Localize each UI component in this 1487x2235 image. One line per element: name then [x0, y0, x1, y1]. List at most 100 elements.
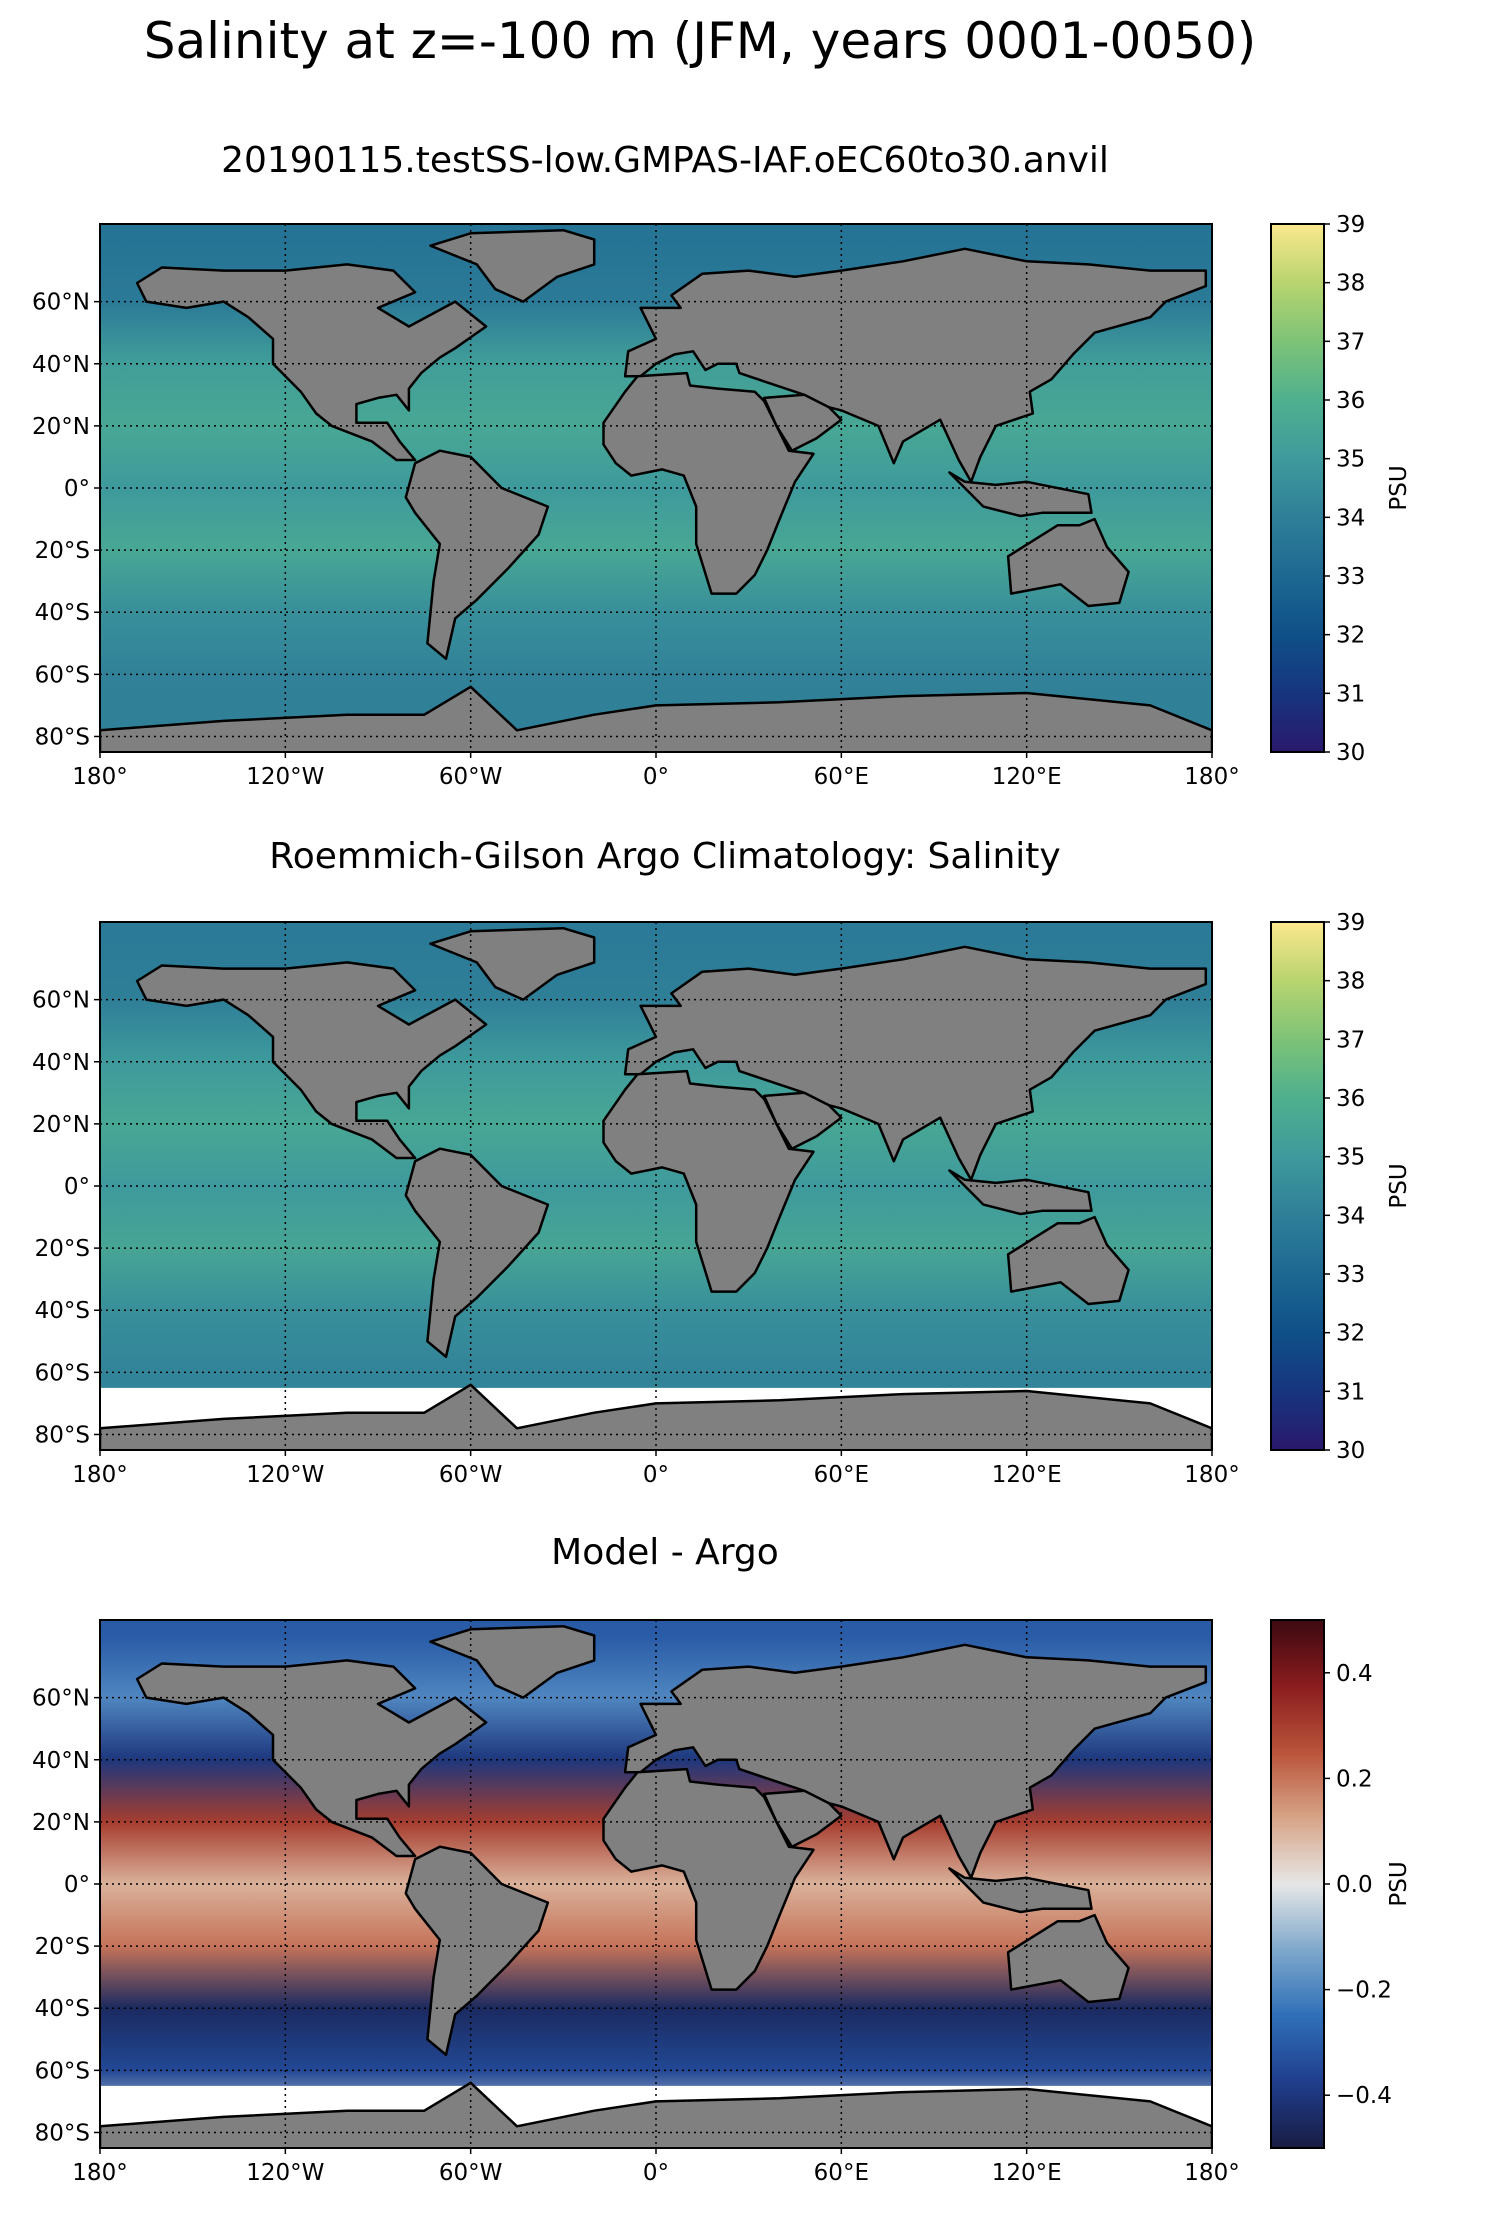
x-tick-label: 120°W — [246, 1462, 324, 1488]
y-tick-label: 60°N — [32, 1686, 90, 1712]
eurasia-landmass — [623, 1643, 1208, 1880]
colorbar-label: PSU — [1386, 465, 1412, 510]
x-tick-label: 120°E — [992, 764, 1062, 790]
y-tick-label: 20°S — [35, 1236, 90, 1262]
x-tick-label: 180° — [72, 1462, 127, 1488]
y-tick-label: 0° — [64, 1174, 90, 1200]
y-tick-label: 40°N — [32, 352, 90, 378]
indonesia-landmass — [948, 1867, 1093, 1914]
colorbar-2: 30 31 32 33 34 35 36 37 38 39 PSU — [1270, 910, 1412, 1464]
panel-3-title: Model - Argo — [551, 1532, 779, 1573]
y-tick-label: 40°S — [35, 600, 90, 626]
x-tick-label: 60°W — [439, 2160, 503, 2186]
colorbar-tick-label: 30 — [1336, 1438, 1365, 1464]
colorbar-tick-label: 32 — [1336, 623, 1365, 649]
y-tick-label: 40°N — [32, 1050, 90, 1076]
antarctica-landmass — [100, 1383, 1212, 1450]
graticule — [100, 1620, 1212, 2148]
colorbar-tick-label: 36 — [1336, 1086, 1365, 1112]
australia-landmass — [1006, 1913, 1130, 2004]
colorbar-scale — [1270, 921, 1325, 1451]
y-tick-label: 40°S — [35, 1996, 90, 2022]
panel-2-title: Roemmich-Gilson Argo Climatology: Salini… — [269, 836, 1061, 877]
colorbar-tick-label: 39 — [1336, 910, 1365, 936]
colorbar-label: PSU — [1386, 1861, 1412, 1906]
colorbar-tick-label: 35 — [1336, 447, 1365, 473]
greenland-landmass — [429, 228, 596, 303]
x-tick-label: 0° — [643, 2160, 669, 2186]
colorbar-tick-label: −0.4 — [1336, 2083, 1392, 2109]
y-tick-label: 20°S — [35, 538, 90, 564]
colorbar-scale — [1270, 223, 1325, 753]
y-tick-label: 60°S — [35, 2058, 90, 2084]
colorbar-1: 30 31 32 33 34 35 36 37 38 39 PSU — [1270, 212, 1412, 766]
graticule — [100, 922, 1212, 1450]
australia-landmass — [1006, 1215, 1130, 1306]
greenland-landmass — [429, 926, 596, 1001]
colorbar-tick-label: 31 — [1336, 1379, 1365, 1405]
y-tick-label: 80°S — [35, 2120, 90, 2146]
colorbar-tick-label: 33 — [1336, 564, 1365, 590]
y-tick-label: 0° — [64, 1872, 90, 1898]
colorbar-tick-label: 0.0 — [1336, 1872, 1373, 1898]
colorbar-tick-label: 37 — [1336, 1027, 1365, 1053]
panel-1-title: 20190115.testSS-low.GMPAS-IAF.oEC60to30.… — [221, 140, 1109, 181]
colorbar-tick-label: 34 — [1336, 505, 1365, 531]
north-america-landmass — [135, 1659, 488, 1858]
colorbar-tick-label: 35 — [1336, 1145, 1365, 1171]
colorbar-scale — [1270, 1619, 1325, 2149]
y-tick-label: 80°S — [35, 1422, 90, 1448]
y-tick-label: 40°S — [35, 1298, 90, 1324]
colorbar-label: PSU — [1386, 1163, 1412, 1208]
colorbar-tick-label: 31 — [1336, 681, 1365, 707]
x-tick-label: 180° — [72, 764, 127, 790]
x-tick-label: 180° — [1184, 764, 1239, 790]
x-tick-label: 180° — [72, 2160, 127, 2186]
eurasia-landmass — [623, 247, 1208, 484]
arabia-landmass — [762, 1091, 843, 1150]
x-tick-label: 60°W — [439, 1462, 503, 1488]
colorbar-tick-label: 0.4 — [1336, 1661, 1373, 1687]
eurasia-landmass — [623, 945, 1208, 1182]
greenland-landmass — [429, 1624, 596, 1699]
colorbar-tick-label: 0.2 — [1336, 1766, 1373, 1792]
colorbar-tick-label: 34 — [1336, 1203, 1365, 1229]
y-tick-label: 60°N — [32, 988, 90, 1014]
antarctica-landmass — [100, 2081, 1212, 2148]
y-tick-label: 40°N — [32, 1748, 90, 1774]
graticule — [100, 224, 1212, 752]
x-tick-label: 120°E — [992, 2160, 1062, 2186]
colorbar-tick-label: 36 — [1336, 388, 1365, 414]
colorbar-tick-label: 33 — [1336, 1262, 1365, 1288]
map-panel-2: 180° 120°W 60°W 0° 60°E 120°E 180° 60°N 40°N 20°N… — [32, 910, 1412, 1488]
south-america-landmass — [404, 1845, 550, 2057]
north-america-landmass — [135, 263, 488, 462]
map-panel-1: 180° 120°W 60°W 0° 60°E 120°E 180° 60°N 40°N 20°N… — [32, 212, 1412, 790]
figure-title: Salinity at z=-100 m (JFM, years 0001-00… — [143, 12, 1257, 70]
x-tick-label: 0° — [643, 1462, 669, 1488]
x-tick-label: 180° — [1184, 2160, 1239, 2186]
x-tick-label: 120°E — [992, 1462, 1062, 1488]
colorbar-tick-label: 30 — [1336, 740, 1365, 766]
south-america-landmass — [404, 449, 550, 661]
south-america-landmass — [404, 1147, 550, 1359]
y-tick-label: 0° — [64, 476, 90, 502]
antarctica-landmass — [100, 685, 1212, 752]
arabia-landmass — [762, 1789, 843, 1848]
x-tick-label: 60°E — [814, 1462, 869, 1488]
y-tick-label: 60°N — [32, 290, 90, 316]
y-tick-label: 20°N — [32, 414, 90, 440]
colorbar-tick-label: −0.2 — [1336, 1978, 1392, 2004]
x-tick-label: 120°W — [246, 764, 324, 790]
y-tick-label: 80°S — [35, 724, 90, 750]
colorbar-tick-label: 37 — [1336, 329, 1365, 355]
indonesia-landmass — [948, 1169, 1093, 1216]
australia-landmass — [1006, 517, 1130, 608]
colorbar-3: −0.4 −0.2 0.0 0.2 0.4 PSU — [1270, 1619, 1412, 2149]
arabia-landmass — [762, 393, 843, 452]
colorbar-tick-label: 32 — [1336, 1321, 1365, 1347]
north-america-landmass — [135, 961, 488, 1160]
colorbar-tick-label: 38 — [1336, 969, 1365, 995]
colorbar-tick-label: 38 — [1336, 271, 1365, 297]
